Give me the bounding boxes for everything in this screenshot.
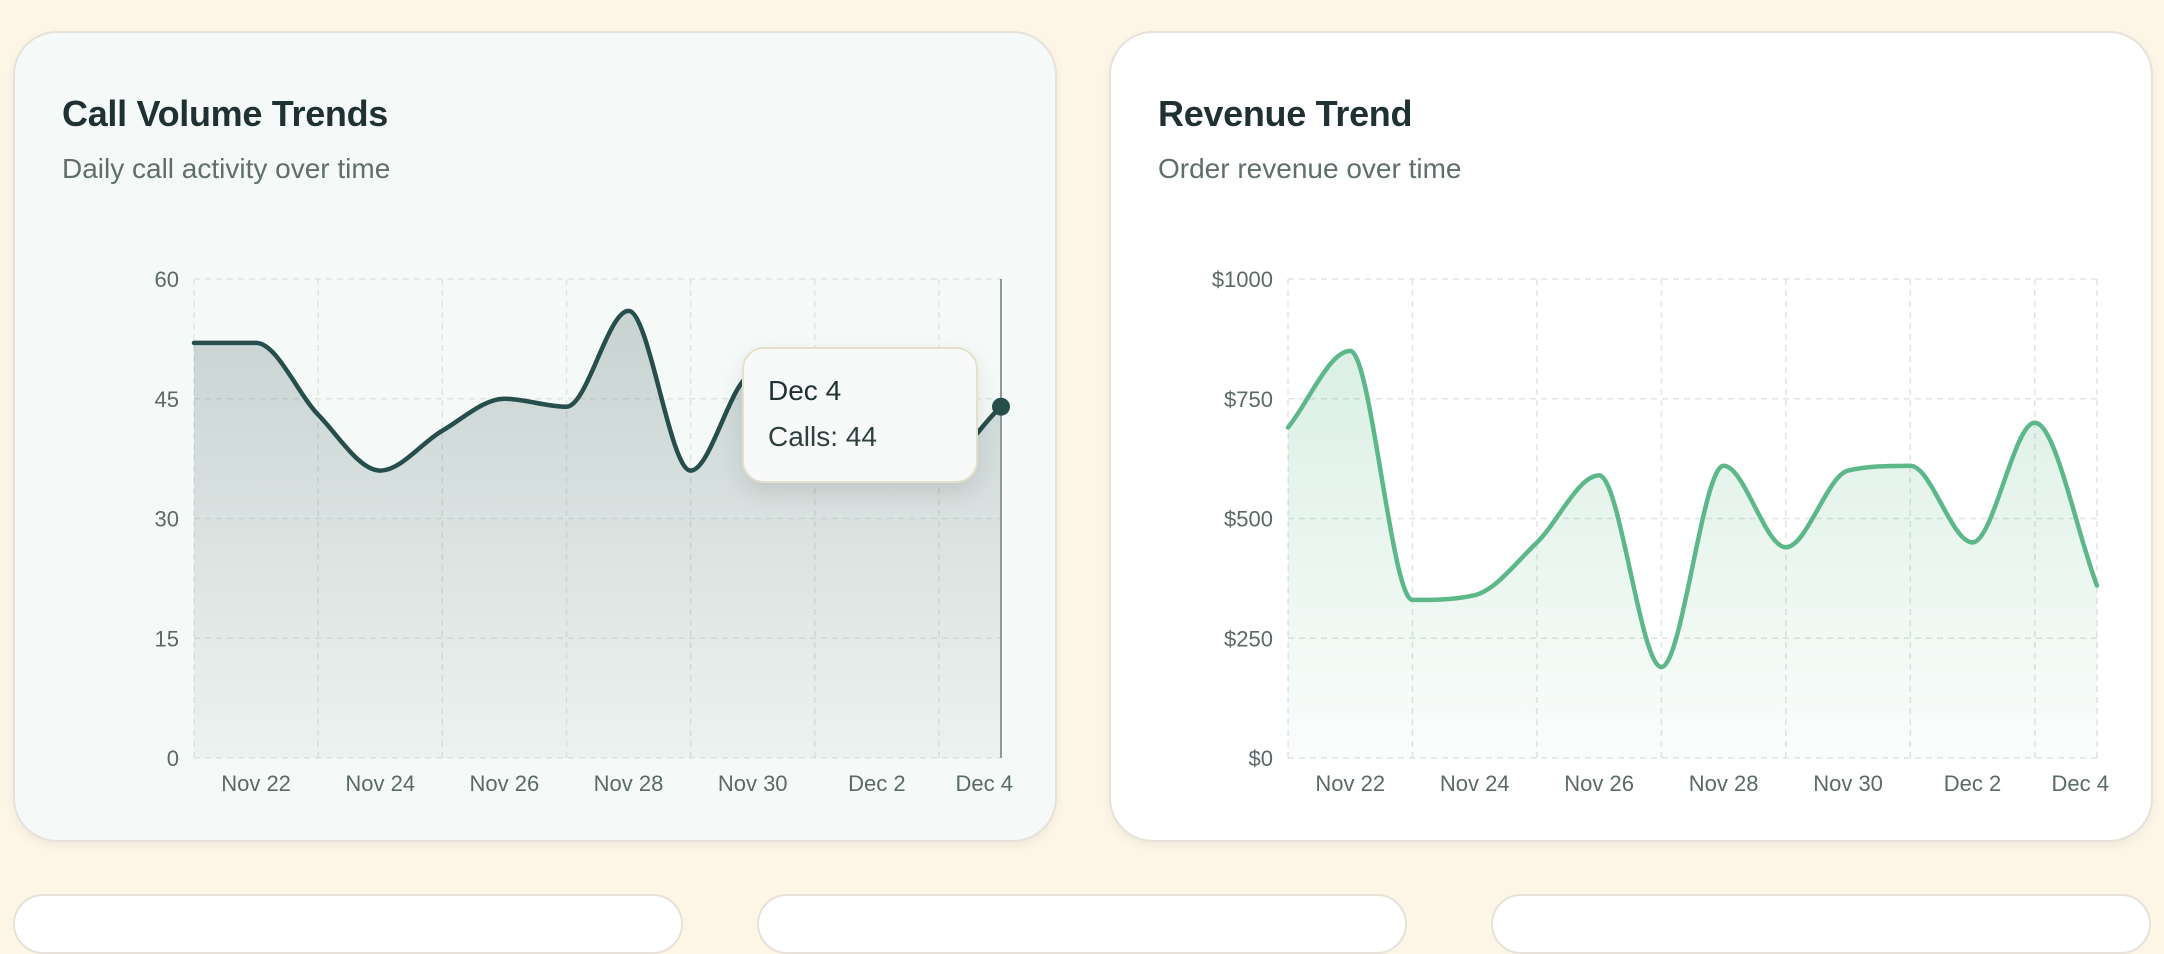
card-partial: [1491, 894, 2151, 954]
y-tick-label: $0: [1249, 746, 1273, 771]
x-tick-label: Nov 26: [1564, 771, 1634, 796]
y-tick-label: $750: [1224, 387, 1273, 412]
x-tick-label: Nov 30: [1813, 771, 1883, 796]
series-area: [1288, 350, 2097, 758]
x-tick-label: Nov 22: [1315, 771, 1385, 796]
revenue-trend-subtitle: Order revenue over time: [1158, 153, 1462, 184]
x-tick-label: Nov 24: [1440, 771, 1510, 796]
y-tick-label: $1000: [1212, 267, 1273, 292]
x-tick-label: Dec 4: [2052, 771, 2109, 796]
x-tick-label: Nov 26: [470, 771, 540, 796]
active-data-point[interactable]: [992, 397, 1010, 416]
x-tick-label: Nov 24: [345, 771, 415, 796]
revenue-trend-card: Revenue Trend Order revenue over time $0…: [1109, 31, 2153, 842]
x-tick-label: Dec 4: [956, 771, 1013, 796]
x-tick-label: Nov 22: [221, 771, 291, 796]
y-tick-label: 0: [167, 746, 179, 771]
call-volume-card: Call Volume Trends Daily call activity o…: [13, 31, 1057, 842]
tooltip-value: Calls: 44: [768, 421, 877, 452]
call-volume-title: Call Volume Trends: [62, 93, 389, 134]
series-line[interactable]: [1285, 348, 2100, 670]
revenue-trend-title: Revenue Trend: [1158, 93, 1413, 134]
tooltip-date: Dec 4: [768, 375, 842, 406]
y-tick-label: 45: [155, 387, 179, 412]
y-tick-label: 15: [155, 626, 179, 651]
call-volume-subtitle: Daily call activity over time: [62, 153, 391, 184]
x-tick-label: Nov 28: [1689, 771, 1759, 796]
card-partial: [757, 894, 1407, 954]
y-tick-label: $500: [1224, 507, 1273, 532]
x-tick-label: Nov 28: [594, 771, 664, 796]
x-tick-label: Dec 2: [848, 771, 905, 796]
chart-tooltip: Dec 4 Calls: 44: [742, 347, 978, 483]
y-tick-label: 30: [155, 507, 179, 532]
y-tick-label: 60: [155, 267, 179, 292]
revenue-trend-chart[interactable]: $0 $250 $500 $750 $1000 Nov 22 Nov 24 Nov 26 Nov…: [1111, 33, 2155, 844]
x-tick-label: Dec 2: [1944, 771, 2001, 796]
x-tick-label: Nov 30: [718, 771, 788, 796]
card-partial: [13, 894, 683, 954]
y-tick-label: $250: [1224, 626, 1273, 651]
